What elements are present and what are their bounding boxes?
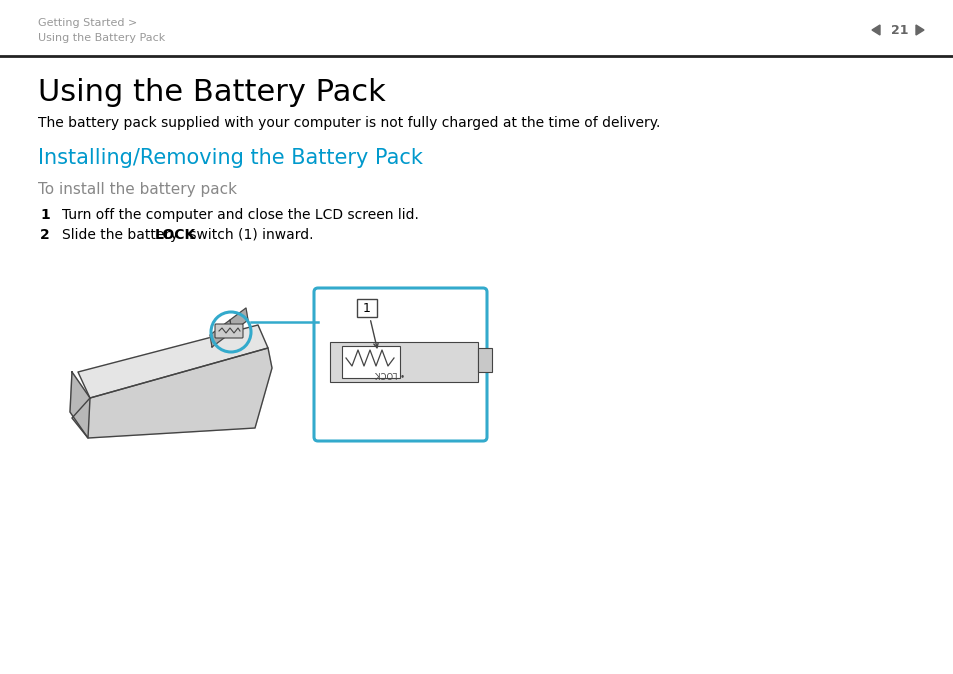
Text: Using the Battery Pack: Using the Battery Pack — [38, 78, 385, 107]
Text: • LOCK: • LOCK — [375, 369, 404, 378]
Text: 21: 21 — [890, 24, 908, 36]
Polygon shape — [871, 25, 879, 35]
Bar — [330, 342, 477, 382]
FancyBboxPatch shape — [356, 299, 376, 317]
Text: Installing/Removing the Battery Pack: Installing/Removing the Battery Pack — [38, 148, 422, 168]
Polygon shape — [70, 372, 90, 438]
Text: LOCK: LOCK — [154, 228, 196, 242]
Text: Slide the battery: Slide the battery — [62, 228, 183, 242]
Polygon shape — [915, 25, 923, 35]
Polygon shape — [71, 348, 272, 438]
Polygon shape — [230, 308, 248, 332]
Text: Using the Battery Pack: Using the Battery Pack — [38, 33, 165, 43]
Polygon shape — [210, 320, 232, 347]
Polygon shape — [78, 325, 268, 398]
FancyBboxPatch shape — [314, 288, 486, 441]
Text: Turn off the computer and close the LCD screen lid.: Turn off the computer and close the LCD … — [62, 208, 418, 222]
Text: Getting Started >: Getting Started > — [38, 18, 137, 28]
Text: 1: 1 — [40, 208, 50, 222]
Text: switch (1) inward.: switch (1) inward. — [185, 228, 314, 242]
Text: 2: 2 — [40, 228, 50, 242]
Bar — [341, 346, 399, 378]
Text: To install the battery pack: To install the battery pack — [38, 182, 236, 197]
Text: 1: 1 — [363, 301, 371, 315]
Bar — [477, 348, 492, 372]
FancyBboxPatch shape — [214, 324, 243, 338]
Text: The battery pack supplied with your computer is not fully charged at the time of: The battery pack supplied with your comp… — [38, 116, 659, 130]
